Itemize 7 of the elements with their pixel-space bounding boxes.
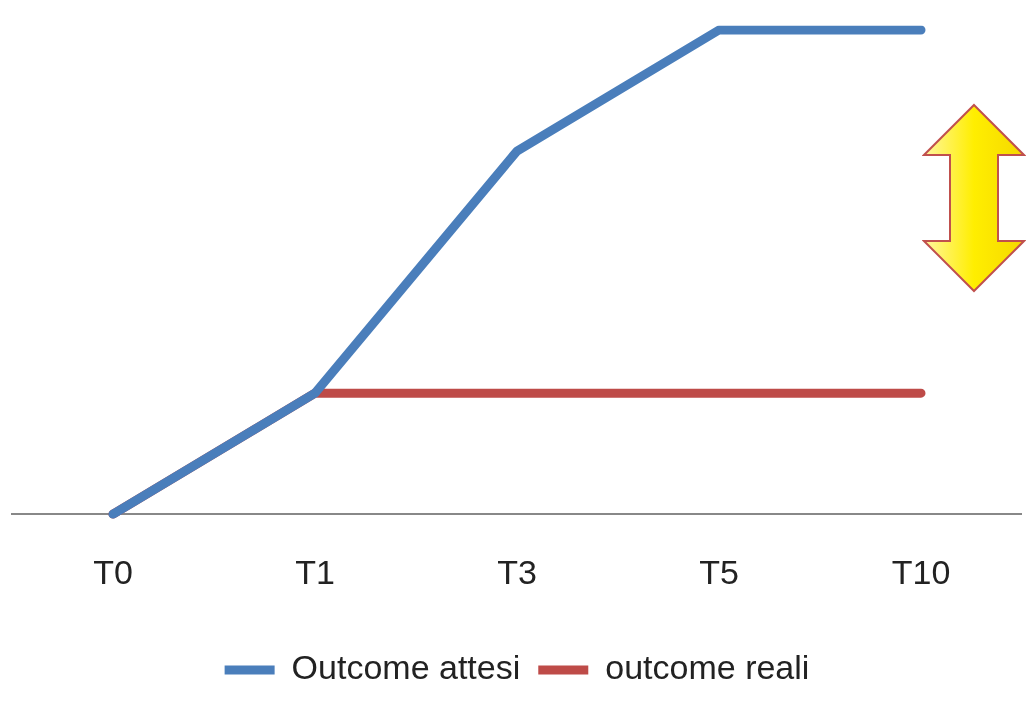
x-tick-label: T5 [699,552,739,591]
legend-label: outcome reali [605,648,810,687]
x-tick-label: T0 [93,552,133,591]
x-tick-label: T10 [891,552,951,591]
x-tick-label: T3 [497,552,537,591]
legend-label: Outcome attesi [291,648,521,687]
x-tick-label: T1 [295,552,335,591]
